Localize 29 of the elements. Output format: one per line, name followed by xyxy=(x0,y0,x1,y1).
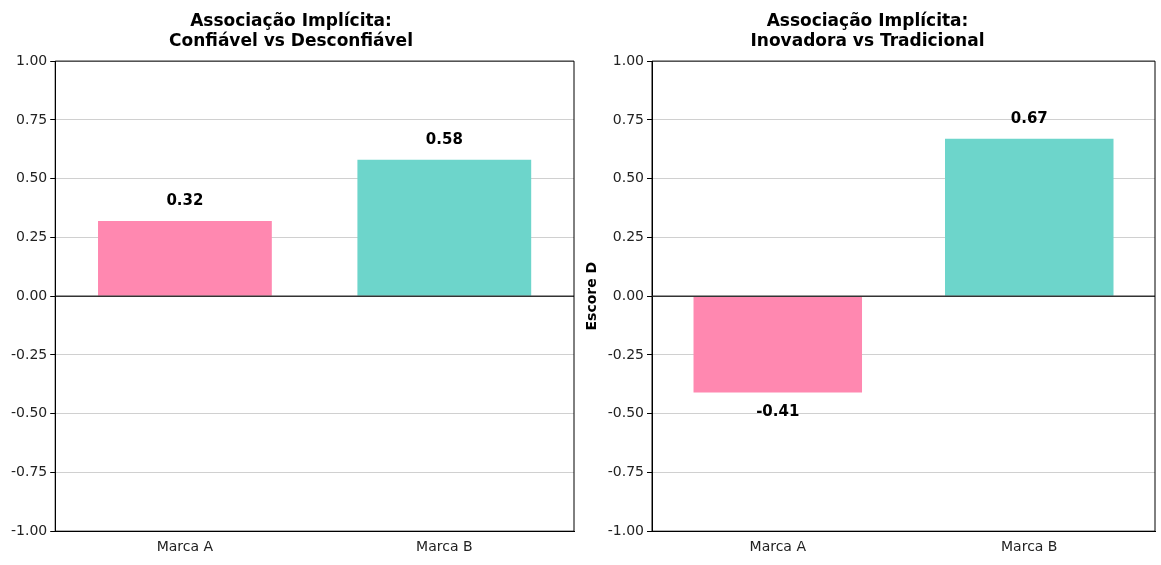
data-label: 0.58 xyxy=(425,130,463,149)
x-tick-label: Marca A xyxy=(749,538,807,555)
y-tick-label: -1.00 xyxy=(10,521,48,538)
y-tick-label: -0.75 xyxy=(607,463,645,480)
y-tick-label: 1.00 xyxy=(612,51,645,68)
data-label: 0.32 xyxy=(166,191,204,210)
y-tick-label: 0.00 xyxy=(16,286,48,303)
y-tick-label: 0.50 xyxy=(16,169,48,186)
chart-title: Associação Implícita: Inovadora vs Tradicional xyxy=(750,10,985,50)
y-tick-label: -0.25 xyxy=(10,345,48,362)
x-tick-label: Marca B xyxy=(416,538,473,555)
data-label: 0.67 xyxy=(1010,109,1048,128)
y-axis-title: Escore D xyxy=(583,261,600,331)
y-tick-label: 0.75 xyxy=(16,110,48,127)
x-tick-label: Marca B xyxy=(1001,538,1058,555)
data-label: -0.41 xyxy=(756,401,800,420)
y-tick-label: 1.00 xyxy=(16,51,48,68)
y-tick-label: 0.00 xyxy=(612,286,645,303)
y-tick-label: -0.50 xyxy=(10,404,48,421)
y-tick-label: 0.25 xyxy=(16,228,48,245)
chart-title: Associação Implícita: Confiável vs Desconfiável xyxy=(169,10,413,50)
y-tick-label: -0.75 xyxy=(10,463,48,480)
y-tick-label: -1.00 xyxy=(607,521,645,538)
y-tick-label: 0.50 xyxy=(612,169,645,186)
x-tick-label: Marca A xyxy=(156,538,214,555)
y-tick-label: -0.50 xyxy=(607,404,645,421)
y-tick-label: 0.25 xyxy=(612,228,645,245)
y-tick-label: 0.75 xyxy=(612,110,645,127)
y-tick-label: -0.25 xyxy=(607,345,645,362)
